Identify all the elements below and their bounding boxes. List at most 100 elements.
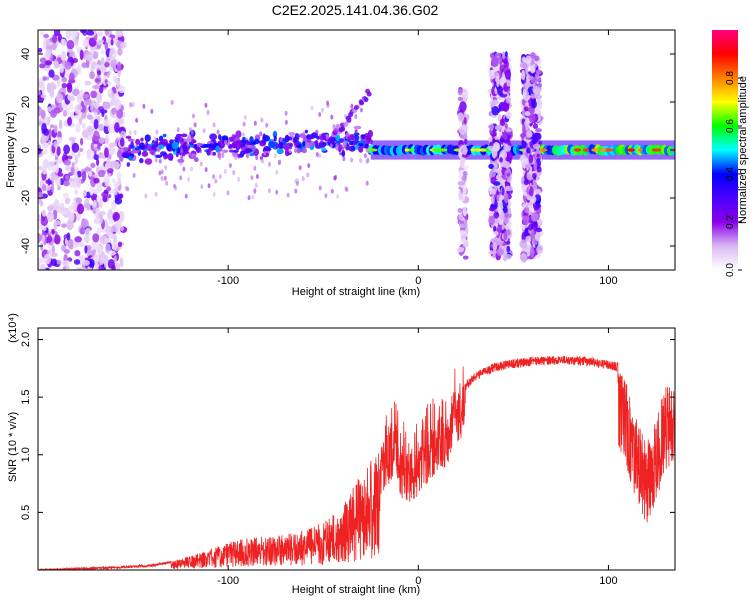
spectrogram-cell — [245, 153, 249, 159]
spectrogram-cell — [275, 169, 279, 175]
spectrogram-cell — [44, 60, 53, 66]
colorbar-tick-label: 0.4 — [725, 167, 736, 181]
spectrogram-cell — [93, 118, 99, 130]
spectrogram-y-label: Frequency (Hz) — [5, 112, 17, 188]
spectrogram-cell — [84, 80, 92, 86]
spectrogram-cell — [56, 146, 61, 156]
spectrogram-cell — [263, 147, 272, 152]
spectrogram-cell — [286, 192, 290, 198]
spectrogram-cell — [41, 84, 46, 95]
spectrogram-cell — [41, 142, 49, 149]
spectrogram-cell — [153, 152, 157, 158]
spectrogram-cell — [131, 149, 140, 154]
spectrogram-cell — [96, 182, 103, 192]
spectrogram-cell — [530, 211, 539, 222]
spectrogram-cell — [461, 191, 466, 202]
spectrogram-cell — [42, 76, 47, 81]
spectrogram-cell — [504, 144, 512, 152]
spectrogram-cell — [123, 153, 130, 159]
spectrogram-cell — [490, 194, 495, 205]
spectrogram-cell — [231, 133, 235, 139]
spectrogram-cell — [187, 177, 191, 183]
spectrogram-cell — [534, 55, 540, 62]
spectrogram-cell — [363, 97, 369, 103]
spectrogram-cell — [493, 72, 499, 77]
colorbar-ticks: 0.0 0.2 0.4 0.6 0.8 — [725, 71, 742, 277]
spectrogram-cell — [60, 52, 66, 61]
spectrogram-cell — [531, 172, 537, 179]
spectrogram-cell — [348, 140, 354, 146]
spectrogram-cell — [318, 133, 322, 139]
spectrogram-cell — [464, 138, 468, 145]
spectrogram-region — [121, 99, 374, 201]
spectrogram-cell — [47, 116, 51, 122]
spectrogram-cell — [94, 101, 100, 110]
spectrogram-cell — [154, 154, 163, 158]
spectrogram-cell — [209, 150, 213, 156]
spectrogram-cell — [99, 39, 104, 44]
spectrogram-cell — [71, 202, 77, 212]
spectrogram-cell — [154, 191, 158, 197]
spectrogram-cell — [97, 123, 105, 132]
spectrogram-cell — [82, 93, 90, 99]
spectrogram-cell — [493, 230, 499, 236]
spectrogram-cell — [324, 193, 328, 199]
spectrogram-cell — [296, 133, 300, 139]
spectrogram-cell — [296, 141, 302, 145]
spectrogram-cell — [353, 125, 362, 130]
spectrogram-cell — [151, 144, 156, 151]
spectrogram-cell — [145, 146, 154, 151]
spectrogram-cell — [117, 48, 123, 56]
spectrogram-cell — [87, 258, 95, 268]
spectrogram-cell — [158, 144, 165, 150]
spectrogram-cell — [519, 239, 528, 249]
spectrogram-cell — [314, 139, 319, 147]
spectrogram-region — [38, 30, 128, 270]
spectrogram-cell — [95, 212, 99, 218]
spectrogram-cell — [98, 265, 104, 270]
spectrogram-cell — [189, 166, 193, 172]
spectrogram-cell — [504, 253, 512, 260]
spectrogram-cell — [242, 121, 246, 127]
spectrogram-cell — [573, 148, 582, 152]
spectrogram-cell — [505, 150, 513, 161]
spectrogram-cell — [526, 147, 531, 154]
spectrogram-cell — [106, 72, 110, 79]
spectrogram-cell — [358, 145, 364, 153]
spectrogram-cell — [318, 185, 322, 191]
spectrogram-cell — [193, 155, 197, 161]
spectrogram-cell — [155, 129, 159, 135]
spectrogram-cell — [60, 209, 69, 215]
spectrogram-cell — [118, 193, 124, 199]
spectrogram-cell — [67, 116, 73, 126]
spectrogram-cell — [142, 103, 146, 109]
spectrogram-cell — [190, 134, 194, 140]
spectrogram-cell — [126, 162, 131, 167]
spectrogram-cell — [180, 148, 184, 154]
spectrogram-cell — [103, 237, 111, 243]
spectrogram-cell — [522, 215, 530, 226]
spectrogram-cell — [215, 145, 220, 153]
spectrogram-cell — [79, 89, 84, 99]
spectrogram-cell — [293, 148, 297, 154]
spectrogram-cell — [40, 242, 44, 251]
spectrogram-cell — [169, 155, 173, 161]
spectrogram-cell — [40, 263, 46, 270]
snr-x-tick-label: 0 — [415, 575, 421, 587]
spectrogram-cell — [46, 211, 55, 222]
spectrogram-cell — [56, 259, 62, 265]
spectrogram-cell — [504, 51, 508, 58]
spectrogram-cell — [457, 208, 463, 213]
spectrogram-cell — [521, 69, 526, 81]
spectrogram-cell — [101, 111, 105, 117]
spectrogram-cell — [528, 154, 534, 164]
spectrogram-cell — [76, 203, 85, 215]
spectrogram-cell — [275, 189, 279, 195]
spectrogram-cell — [318, 112, 322, 118]
spectrogram-cell — [491, 188, 496, 195]
spectrogram-cell — [93, 130, 100, 142]
spectrogram-cell — [119, 257, 124, 268]
spectrogram-cell — [538, 64, 542, 69]
spectrogram-cell — [104, 79, 108, 84]
spectrogram-cell — [86, 30, 95, 36]
